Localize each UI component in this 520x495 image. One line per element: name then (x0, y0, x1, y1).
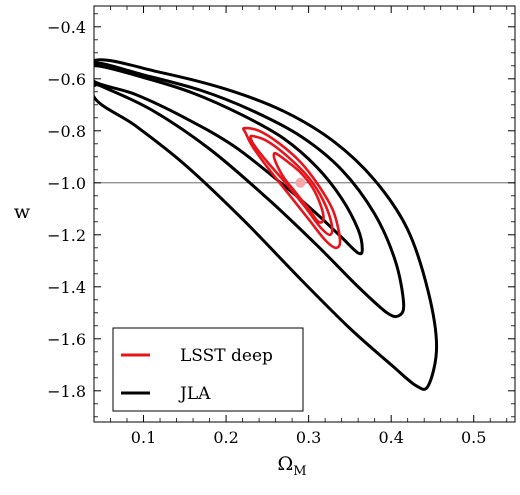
y-tick-label: −1.8 (47, 382, 86, 401)
y-tick-label: −0.6 (47, 70, 86, 89)
plot-frame (93, 5, 516, 423)
contour-lsst-deep-2sigma (249, 134, 334, 237)
legend: LSST deep JLA (112, 327, 304, 412)
fiducial-layer (295, 177, 306, 188)
y-tick-label: −1.0 (47, 174, 86, 193)
x-axis-subscript: M (293, 464, 306, 479)
legend-label-lsst: LSST deep (180, 346, 273, 366)
legend-label-jla: JLA (178, 384, 211, 404)
y-tick-label: −0.8 (47, 122, 86, 141)
fiducial-point (295, 177, 306, 188)
ticks (93, 6, 515, 422)
legend-box (112, 327, 304, 412)
contour-lsst-deep-1sigma (272, 151, 325, 224)
y-axis-title: w (14, 201, 31, 223)
y-tick-label: −0.4 (47, 18, 86, 37)
x-axis-title: ΩM (277, 453, 306, 479)
contour-jla-3sigma (94, 58, 439, 391)
contour-jla-2sigma (94, 61, 406, 319)
x-tick-label: 0.4 (378, 428, 403, 447)
x-tick-label: 0.3 (296, 428, 321, 447)
x-tick-label: 0.5 (461, 428, 486, 447)
contour-lsst-deep-3sigma (242, 126, 342, 250)
tick-labels: 0.1 0.2 0.3 0.4 0.5 −0.4 −0.6 −0.8 −1.0 −1.2 −1.4 −… (47, 18, 486, 447)
contour-jla-1sigma (94, 64, 364, 256)
x-axis-symbol: Ω (277, 453, 293, 475)
y-tick-label: −1.6 (47, 330, 86, 349)
x-tick-label: 0.1 (131, 428, 156, 447)
y-tick-label: −1.2 (47, 226, 86, 245)
x-tick-label: 0.2 (213, 428, 238, 447)
y-tick-label: −1.4 (47, 278, 86, 297)
contour-layer (94, 58, 439, 391)
